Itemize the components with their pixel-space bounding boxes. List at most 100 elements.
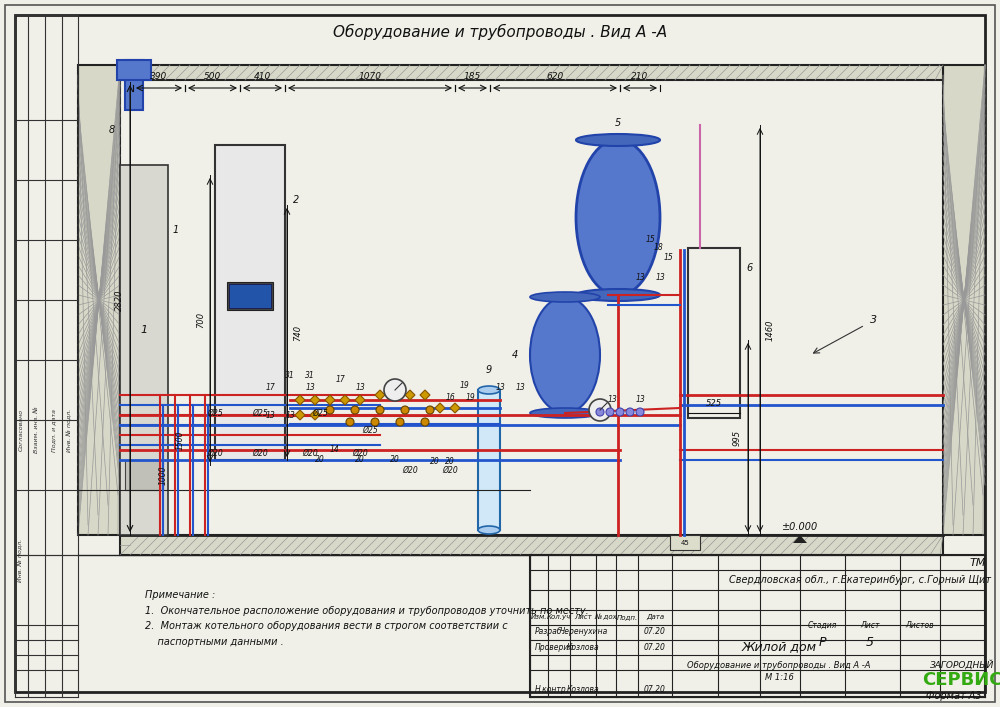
- Text: Ø25: Ø25: [252, 409, 268, 418]
- Text: Формат А3: Формат А3: [926, 691, 982, 701]
- Text: ТМ: ТМ: [970, 558, 986, 568]
- Text: Ø20: Ø20: [442, 465, 458, 474]
- Text: 525: 525: [706, 399, 722, 408]
- Ellipse shape: [576, 289, 660, 301]
- Polygon shape: [435, 403, 445, 413]
- Circle shape: [626, 408, 634, 416]
- Text: Оборудование и трубопроводы . Вид А -А: Оборудование и трубопроводы . Вид А -А: [333, 24, 667, 40]
- Text: 1070: 1070: [358, 72, 382, 81]
- Text: ЗАГОРОДНЫЙ: ЗАГОРОДНЫЙ: [930, 660, 994, 670]
- Text: 4: 4: [512, 350, 518, 360]
- Text: 14: 14: [330, 445, 340, 455]
- Polygon shape: [420, 390, 430, 400]
- Text: Лист: Лист: [860, 621, 880, 629]
- Text: 2: 2: [293, 195, 299, 205]
- Circle shape: [606, 408, 614, 416]
- Text: Согласовано: Согласовано: [18, 409, 24, 451]
- Polygon shape: [375, 390, 385, 400]
- Text: 13: 13: [515, 383, 525, 392]
- Text: Ø20: Ø20: [207, 448, 223, 457]
- Ellipse shape: [478, 386, 500, 394]
- Text: 31: 31: [285, 370, 295, 380]
- Circle shape: [426, 406, 434, 414]
- Text: 13: 13: [265, 411, 275, 419]
- Circle shape: [351, 406, 359, 414]
- Text: 8: 8: [109, 125, 115, 135]
- Text: Ø20: Ø20: [252, 448, 268, 457]
- Text: 390: 390: [150, 72, 168, 81]
- Text: 07.20: 07.20: [644, 628, 666, 636]
- Text: Ø25: Ø25: [362, 426, 378, 435]
- Bar: [670, 535, 700, 550]
- Bar: [120, 165, 168, 535]
- Text: 19: 19: [460, 380, 470, 390]
- Text: М 1:16: М 1:16: [765, 674, 793, 682]
- Text: 20: 20: [430, 457, 440, 467]
- Text: Подп.: Подп.: [616, 614, 638, 620]
- Text: 620: 620: [546, 72, 564, 81]
- Text: 20: 20: [445, 457, 455, 467]
- Text: Листов: Листов: [906, 621, 934, 629]
- Bar: [125, 460, 163, 490]
- Circle shape: [384, 379, 406, 401]
- Text: 20: 20: [315, 455, 325, 464]
- Ellipse shape: [530, 297, 600, 413]
- Bar: [125, 60, 143, 110]
- Text: Инв. № подл.: Инв. № подл.: [67, 409, 73, 452]
- Text: 17: 17: [265, 383, 275, 392]
- Text: 3: 3: [870, 315, 877, 325]
- Text: 6: 6: [746, 263, 752, 273]
- Text: Проверил: Проверил: [535, 643, 574, 651]
- Text: Взаим. инв. №: Взаим. инв. №: [34, 407, 40, 453]
- Text: 700: 700: [196, 312, 205, 328]
- Text: Ø20: Ø20: [352, 448, 368, 457]
- Text: Оборудование и трубопроводы . Вид А -А: Оборудование и трубопроводы . Вид А -А: [687, 660, 871, 670]
- Circle shape: [616, 408, 624, 416]
- Bar: [215, 145, 285, 460]
- Text: Свердловская обл., г.Екатеринбург, с.Горный Щит: Свердловская обл., г.Екатеринбург, с.Гор…: [729, 575, 991, 585]
- Circle shape: [636, 408, 644, 416]
- Text: Козлова: Козлова: [567, 686, 599, 694]
- Text: Дата: Дата: [646, 614, 664, 620]
- Text: Жилой дом: Жилой дом: [742, 641, 816, 653]
- Text: 740: 740: [293, 325, 302, 341]
- Text: Стадия: Стадия: [807, 621, 837, 629]
- Ellipse shape: [530, 292, 600, 302]
- Polygon shape: [355, 395, 365, 405]
- Polygon shape: [390, 390, 400, 400]
- Text: 1460: 1460: [766, 320, 775, 341]
- Text: 2820: 2820: [115, 289, 124, 311]
- Polygon shape: [295, 395, 305, 405]
- Polygon shape: [310, 395, 320, 405]
- Bar: [229, 284, 271, 308]
- Polygon shape: [340, 395, 350, 405]
- Circle shape: [421, 418, 429, 426]
- Text: Ø25: Ø25: [312, 409, 328, 418]
- Polygon shape: [793, 535, 807, 543]
- Bar: [117, 60, 151, 80]
- Text: Кол.уч: Кол.уч: [547, 614, 571, 620]
- Text: СЕРВИС: СЕРВИС: [922, 671, 1000, 689]
- Polygon shape: [405, 390, 415, 400]
- Text: 20: 20: [390, 455, 400, 464]
- Bar: [530, 555, 985, 697]
- Ellipse shape: [576, 139, 660, 296]
- Text: 9: 9: [486, 365, 492, 375]
- Text: 500: 500: [204, 72, 221, 81]
- Text: 995: 995: [733, 429, 742, 445]
- Text: Р: Р: [818, 636, 826, 650]
- Text: 210: 210: [631, 72, 649, 81]
- Circle shape: [396, 418, 404, 426]
- Text: Изм.: Изм.: [531, 614, 547, 620]
- Text: Н.контр.: Н.контр.: [535, 686, 569, 694]
- Text: 1: 1: [140, 325, 148, 335]
- Text: 17: 17: [335, 375, 345, 385]
- Text: ±0.000: ±0.000: [782, 522, 818, 532]
- Text: 5: 5: [866, 636, 874, 650]
- Bar: [78, 65, 120, 535]
- Text: 185: 185: [464, 72, 481, 81]
- Circle shape: [589, 399, 611, 421]
- Text: 1: 1: [173, 225, 179, 235]
- Text: 1000: 1000: [159, 465, 168, 485]
- Text: Примечание :
1.  Окончательное расположение оборудования и трубопроводов уточнит: Примечание : 1. Окончательное расположен…: [145, 590, 589, 647]
